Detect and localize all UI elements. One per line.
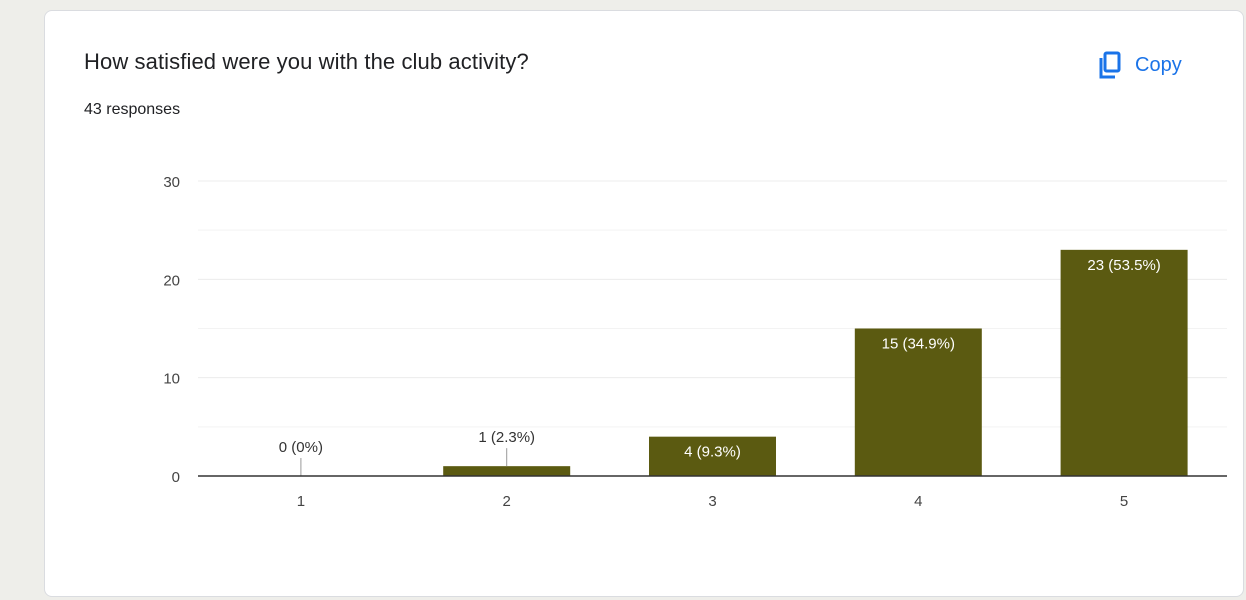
- bar: [1060, 249, 1188, 476]
- data-label: 4 (9.3%): [684, 444, 741, 461]
- x-tick-label: 3: [708, 493, 716, 510]
- copy-icon: [1099, 51, 1121, 79]
- x-tick-label: 5: [1120, 493, 1128, 510]
- question-title: How satisfied were you with the club act…: [84, 49, 529, 74]
- copy-button[interactable]: Copy: [1099, 47, 1182, 83]
- bar: [443, 466, 571, 476]
- data-label: 15 (34.9%): [882, 336, 955, 353]
- y-tick-label: 0: [172, 469, 180, 486]
- x-tick-label: 4: [914, 493, 922, 510]
- copy-label: Copy: [1135, 53, 1182, 76]
- x-tick-label: 1: [297, 493, 305, 510]
- data-label: 23 (53.5%): [1087, 257, 1160, 274]
- bar: [854, 328, 982, 476]
- y-tick-label: 20: [163, 272, 180, 289]
- x-tick-label: 2: [503, 493, 511, 510]
- y-tick-label: 30: [163, 174, 180, 191]
- response-count: 43 responses: [84, 101, 181, 118]
- bar-chart: 0 10 20 30 0 (0%) 1 1 (2.3%) 2 4 (9.3%) 3 15 (34.9…: [163, 174, 1227, 510]
- data-label: 0 (0%): [279, 439, 323, 456]
- data-label: 1 (2.3%): [478, 429, 535, 446]
- chart-card: How satisfied were you with the club act…: [44, 10, 1244, 597]
- y-tick-label: 10: [163, 371, 180, 388]
- bar: [649, 436, 776, 476]
